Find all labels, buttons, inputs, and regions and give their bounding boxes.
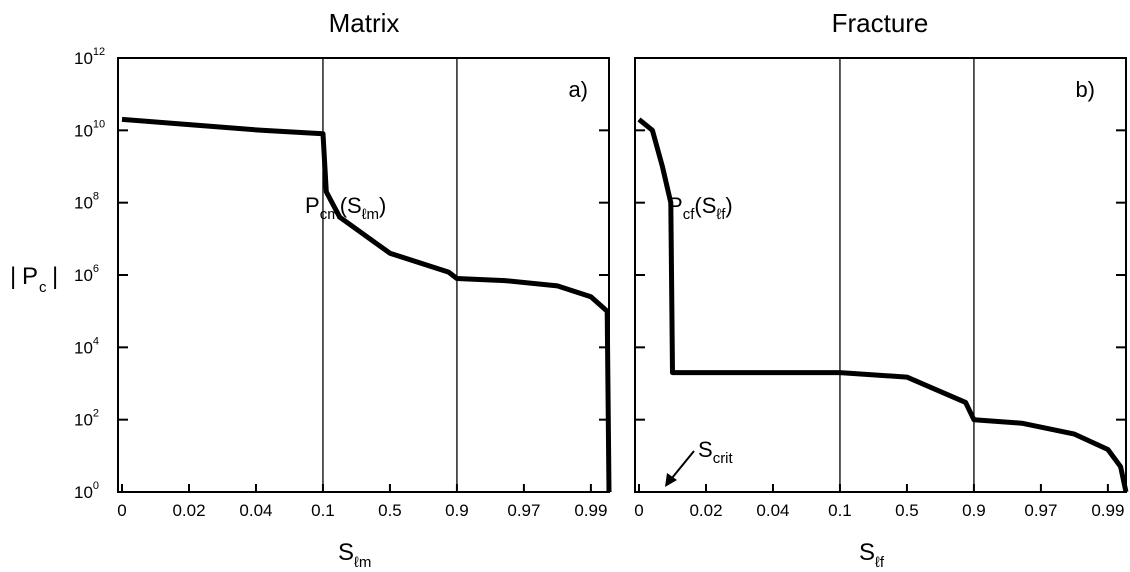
matrix-x-tick-label-0p02: 0.02 xyxy=(172,501,205,520)
y-label-sub: c xyxy=(39,279,47,296)
matrix-curve-label-arg-main: S xyxy=(347,193,362,218)
fracture-curve-label: Pcf(Sℓf) xyxy=(668,193,733,223)
fracture-x-tick-label-0p02: 0.02 xyxy=(689,501,722,520)
y-tick-label-10: 1010 xyxy=(74,118,105,140)
matrix-x-axis-label: Sℓm xyxy=(338,539,371,571)
matrix-x-tick-label-0p9: 0.9 xyxy=(445,501,469,520)
y-tick-base: 10 xyxy=(74,194,93,213)
fracture-plot-frame xyxy=(634,57,1127,493)
matrix-x-tick-label-0p97: 0.97 xyxy=(507,501,540,520)
y-tick-base: 10 xyxy=(74,121,93,140)
y-tick-label-8: 108 xyxy=(74,191,99,213)
matrix-curve-label-main: P xyxy=(305,193,320,218)
matrix-curve-label-close: ) xyxy=(379,193,386,218)
y-tick-label-2: 102 xyxy=(74,408,99,430)
s-crit-label-sub: crit xyxy=(713,450,734,467)
matrix-pcm-curve xyxy=(121,116,612,493)
fracture-panel-label: b) xyxy=(1075,77,1095,102)
fracture-curve-label-open: ( xyxy=(694,193,702,218)
fracture-decade-lines xyxy=(839,58,975,492)
matrix-curve-label: Pcm(Sℓm) xyxy=(305,193,386,223)
fracture-panel: Fracture 0 0.02 0.04 0.1 0.5 0.9 0.97 0.99 b) P… xyxy=(634,8,1129,571)
y-label-abs-right: | xyxy=(52,263,58,290)
y-tick-exponent: 8 xyxy=(93,191,99,203)
y-tick-label-0: 100 xyxy=(74,480,99,502)
fracture-x-tick-label-0p97: 0.97 xyxy=(1024,501,1057,520)
fracture-x-tick-label-0p99: 0.99 xyxy=(1091,501,1124,520)
y-tick-exponent: 2 xyxy=(93,408,99,420)
fracture-curve-label-main: P xyxy=(668,193,683,218)
y-label-main: P xyxy=(22,263,38,290)
matrix-curve-label-sub: cm xyxy=(320,206,340,223)
y-tick-exponent: 4 xyxy=(93,335,99,347)
s-crit-arrow-shaft xyxy=(671,450,695,479)
matrix-panel-label: a) xyxy=(568,77,588,102)
s-crit-annotation: Scrit xyxy=(665,437,734,487)
matrix-x-tick-label-0p99: 0.99 xyxy=(574,501,607,520)
fracture-pcf-curve xyxy=(637,117,1129,493)
fracture-x-label-sub: ℓf xyxy=(875,554,885,571)
fracture-x-tick-label-0p04: 0.04 xyxy=(756,501,789,520)
fracture-x-tick-label-0p5: 0.5 xyxy=(895,501,919,520)
fracture-x-axis-label: Sℓf xyxy=(859,539,885,571)
matrix-x-ticks: 0 0.02 0.04 0.1 0.5 0.9 0.97 0.99 xyxy=(117,484,607,520)
fracture-x-tick-label-0: 0 xyxy=(634,501,643,520)
y-tick-base: 10 xyxy=(74,411,93,430)
fracture-x-tick-label-0p9: 0.9 xyxy=(962,501,986,520)
y-tick-exponent: 6 xyxy=(93,263,99,275)
fracture-y-ticks xyxy=(635,57,1126,493)
y-tick-base: 10 xyxy=(74,49,93,68)
y-label-abs-left: | xyxy=(10,263,16,290)
fracture-curve-label-arg-main: S xyxy=(702,193,717,218)
y-tick-exponent: 12 xyxy=(93,46,105,58)
matrix-x-tick-label-0: 0 xyxy=(117,501,126,520)
y-tick-label-6: 106 xyxy=(74,263,99,285)
fracture-curve-label-sub: cf xyxy=(683,206,696,223)
fracture-curve-label-close: ) xyxy=(725,193,732,218)
matrix-x-tick-label-0p1: 0.1 xyxy=(311,501,335,520)
y-tick-base: 10 xyxy=(74,338,93,357)
matrix-decade-lines xyxy=(322,58,458,492)
matrix-curve-label-open: ( xyxy=(340,193,348,218)
matrix-curve-label-arg-sub: ℓm xyxy=(362,206,379,223)
y-tick-base: 10 xyxy=(74,266,93,285)
y-tick-exponent: 0 xyxy=(93,480,99,492)
matrix-x-label-main: S xyxy=(338,539,354,566)
s-crit-label: Scrit xyxy=(698,437,734,467)
matrix-x-label-sub: ℓm xyxy=(354,554,371,571)
matrix-x-tick-label-0p04: 0.04 xyxy=(239,501,272,520)
y-axis-label: | P c | xyxy=(10,263,58,296)
s-crit-label-main: S xyxy=(698,437,713,462)
s-crit-arrow-head xyxy=(665,473,677,487)
y-tick-base: 10 xyxy=(74,483,93,502)
matrix-x-tick-label-0p5: 0.5 xyxy=(378,501,402,520)
fracture-x-ticks: 0 0.02 0.04 0.1 0.5 0.9 0.97 0.99 xyxy=(634,484,1124,520)
matrix-title: Matrix xyxy=(329,8,400,38)
y-tick-exponent: 10 xyxy=(93,118,105,130)
y-tick-label-4: 104 xyxy=(74,335,99,357)
fracture-x-label-main: S xyxy=(859,539,875,566)
fracture-curve-label-arg-sub: ℓf xyxy=(716,206,726,223)
fracture-x-tick-label-0p1: 0.1 xyxy=(828,501,852,520)
y-tick-label-12: 1012 xyxy=(74,46,105,68)
fracture-title: Fracture xyxy=(832,8,929,38)
